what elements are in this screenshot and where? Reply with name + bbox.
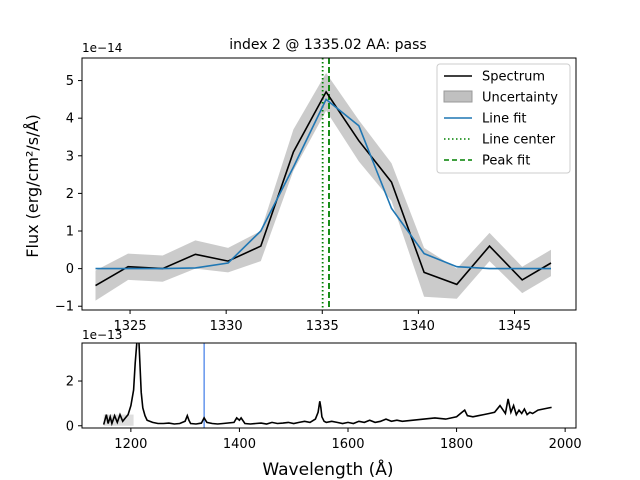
legend-label-peak-fit: Peak fit xyxy=(482,154,530,169)
top-plot-frame xyxy=(81,57,577,311)
bottom-y-tick-label: 0 xyxy=(66,419,74,434)
top-x-tick-label: 1335 xyxy=(306,319,339,334)
uncertainty-band xyxy=(95,73,551,301)
top-y-tick-label: 4 xyxy=(66,112,74,127)
legend: Spectrum Uncertainty Line fit Line cente… xyxy=(436,63,571,174)
legend-swatch-uncertainty xyxy=(443,90,473,103)
top-y-tick-label: 1 xyxy=(66,225,74,240)
top-y-tick-label: −1 xyxy=(55,300,74,315)
top-y-tick-label: 0 xyxy=(66,262,74,277)
bottom-x-tick-label: 1600 xyxy=(331,437,364,452)
top-panel: index 2 @ 1335.02 AA: pass 1e−14 Flux (e… xyxy=(23,37,577,334)
top-x-tick-label: 1340 xyxy=(402,319,435,334)
top-y-offset-text: 1e−14 xyxy=(82,41,122,55)
top-x-tick-label: 1330 xyxy=(210,319,243,334)
full-spectrum-line xyxy=(102,343,552,427)
bottom-y-offset-text: 1e−13 xyxy=(82,328,122,342)
legend-label-line-fit: Line fit xyxy=(482,112,527,127)
bottom-plot-frame xyxy=(81,342,577,429)
top-y-tick-label: 2 xyxy=(66,187,74,202)
bottom-y-ticks: 02 xyxy=(66,375,82,434)
top-chart-title: index 2 @ 1335.02 AA: pass xyxy=(229,37,426,53)
top-y-axis-label: Flux (erg/cm²/s/Å) xyxy=(23,114,42,257)
bottom-panel: 1e−13 1200 1400 1600 1800 2000 02 Wavelength… xyxy=(66,328,582,480)
bottom-x-tick-label: 1200 xyxy=(114,437,147,452)
bottom-x-ticks: 1200 1400 1600 1800 2000 xyxy=(114,428,582,452)
top-y-ticks: −1 0 1 2 3 4 5 xyxy=(55,74,82,315)
top-plot-area xyxy=(95,58,552,310)
line-fit-line xyxy=(95,98,551,270)
bottom-x-axis-label: Wavelength (Å) xyxy=(262,458,393,480)
top-y-tick-label: 3 xyxy=(66,149,74,164)
top-x-tick-label: 1345 xyxy=(498,319,531,334)
top-y-tick-label: 5 xyxy=(66,74,74,89)
top-x-tick-label: 1325 xyxy=(114,319,147,334)
bottom-x-tick-label: 1800 xyxy=(440,437,473,452)
legend-label-line-center: Line center xyxy=(482,133,556,148)
legend-label-spectrum: Spectrum xyxy=(482,70,545,85)
bottom-y-tick-label: 2 xyxy=(66,375,74,390)
bottom-x-tick-label: 1400 xyxy=(223,437,256,452)
legend-label-uncertainty: Uncertainty xyxy=(482,91,558,106)
top-x-ticks: 1325 1330 1335 1340 1345 xyxy=(114,310,531,334)
bottom-plot-area xyxy=(102,343,552,428)
bottom-x-tick-label: 2000 xyxy=(549,437,582,452)
spectrum-line xyxy=(95,90,552,287)
